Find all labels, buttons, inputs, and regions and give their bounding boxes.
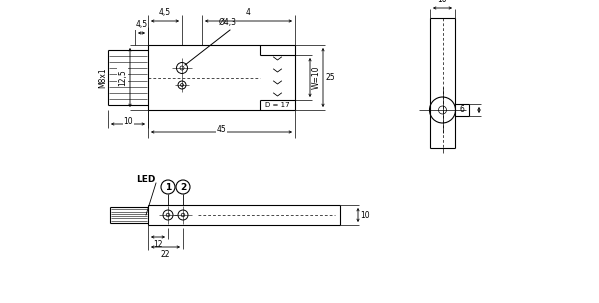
Text: D = 17: D = 17 <box>265 102 290 108</box>
Text: 12,5: 12,5 <box>118 69 127 86</box>
Text: 25: 25 <box>325 73 335 82</box>
Text: 22: 22 <box>161 250 170 259</box>
Text: 12: 12 <box>153 240 163 249</box>
Text: Ø4,3: Ø4,3 <box>219 18 237 28</box>
Text: M8x1: M8x1 <box>98 67 107 88</box>
Text: LED: LED <box>137 175 156 184</box>
Text: 10: 10 <box>123 117 133 126</box>
Text: 45: 45 <box>217 125 226 134</box>
Text: 10: 10 <box>360 211 370 219</box>
Text: 6: 6 <box>459 105 464 115</box>
Text: W=10: W=10 <box>312 66 321 89</box>
Text: 1: 1 <box>165 182 171 191</box>
Text: 4,5: 4,5 <box>159 8 171 17</box>
Text: 4,5: 4,5 <box>135 20 147 29</box>
Text: 4: 4 <box>246 8 251 17</box>
Text: 2: 2 <box>180 182 186 191</box>
Text: 10: 10 <box>438 0 447 4</box>
